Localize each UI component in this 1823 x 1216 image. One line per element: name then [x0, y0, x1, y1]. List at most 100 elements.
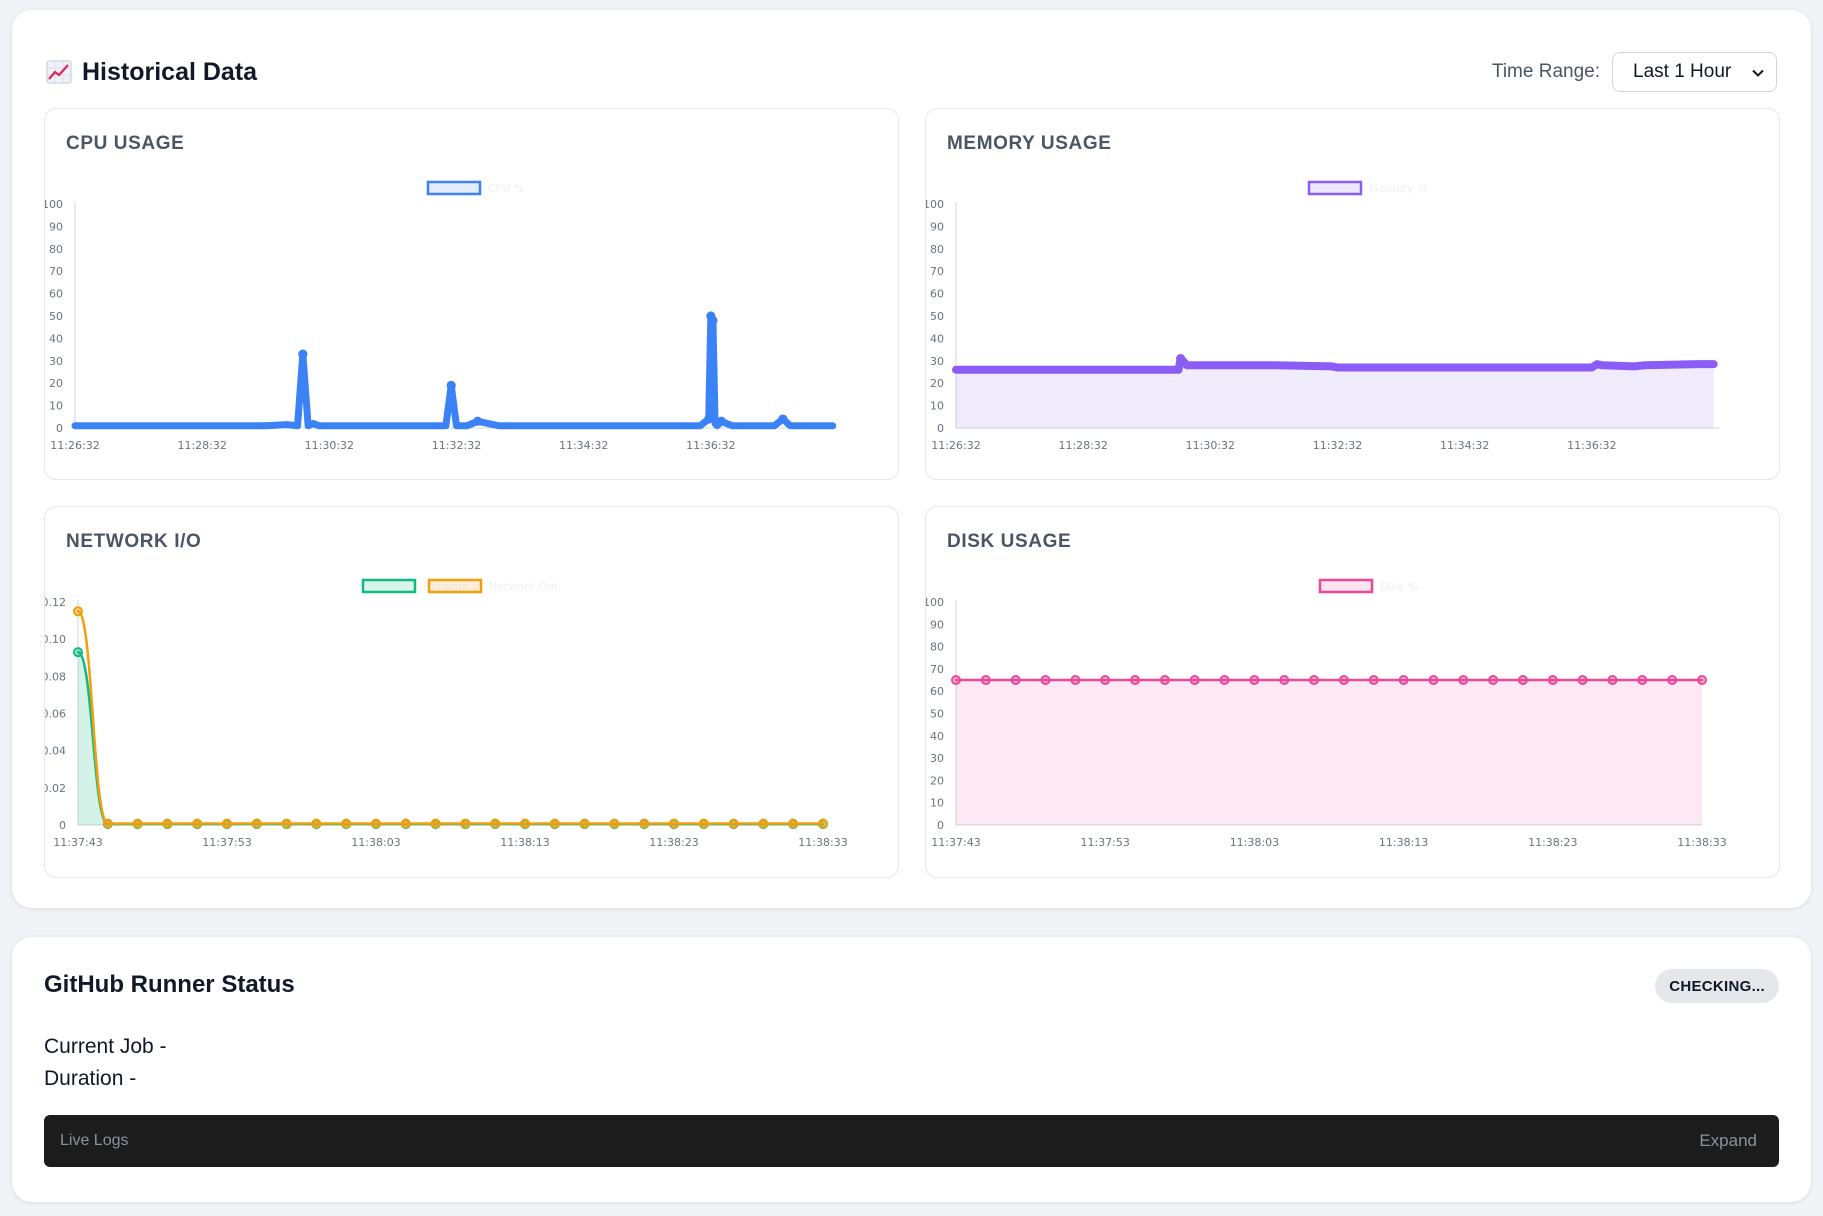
data-point	[728, 818, 739, 829]
y-tick-label: 90	[930, 220, 944, 233]
y-tick-label: 0.04	[45, 745, 66, 758]
data-point	[222, 818, 232, 829]
data-point	[1130, 675, 1141, 686]
y-tick-label: 0	[937, 422, 944, 435]
x-tick-label: 11:37:53	[202, 836, 251, 849]
y-tick-label: 0.10	[45, 633, 66, 646]
y-tick-label: 30	[930, 752, 944, 765]
y-tick-label: 100	[926, 596, 944, 609]
y-tick-label: 50	[930, 310, 944, 323]
data-point	[1249, 675, 1260, 686]
data-point	[1398, 675, 1409, 686]
data-point	[520, 818, 530, 829]
data-point	[1189, 675, 1200, 686]
data-point	[1100, 675, 1111, 686]
series-line	[76, 650, 825, 826]
disk-usage-chart: 0 10 20 30 40 50 60 70 80 90 100 11:37:43 11:37:53 11…	[926, 578, 1727, 849]
y-tick-label: 10	[49, 400, 63, 413]
x-tick-label: 11:26:32	[50, 439, 99, 452]
y-tick-label: 60	[930, 685, 944, 698]
data-point	[1159, 675, 1170, 686]
y-tick-label: 80	[930, 243, 944, 256]
data-point	[341, 818, 352, 829]
data-point	[980, 675, 991, 686]
series-line	[952, 354, 1718, 374]
x-tick-label: 11:28:32	[1058, 439, 1107, 452]
expand-logs-button[interactable]: Expand	[1699, 1131, 1757, 1150]
y-tick-label: 0	[937, 819, 944, 832]
data-point	[400, 818, 411, 829]
github-runner-card: GitHub Runner Status CHECKING... Current…	[12, 937, 1811, 1202]
y-tick-label: 30	[930, 355, 944, 368]
page-title: Historical Data	[82, 57, 258, 86]
legend-label: Network In	[423, 580, 483, 593]
cpu-usage-title: CPU USAGE	[66, 133, 185, 154]
network-io-panel: NETWORK I/O 0 0.02 0.04 0.06 0.08 0.10 0.12 11:…	[44, 506, 899, 878]
series-line	[76, 610, 825, 825]
data-point	[311, 818, 322, 829]
series-area-fill	[78, 652, 823, 825]
x-tick-label: 11:38:23	[649, 836, 698, 849]
y-tick-label: 50	[49, 310, 63, 323]
data-point	[549, 818, 560, 829]
y-tick-label: 80	[930, 641, 944, 654]
runner-title: GitHub Runner Status	[44, 971, 295, 998]
data-point	[73, 647, 83, 658]
y-tick-label: 70	[930, 265, 944, 278]
network-io-chart: 0 0.02 0.04 0.06 0.08 0.10 0.12 11:37:43 11:37:5…	[45, 578, 848, 849]
live-logs-bar: Live Logs Expand	[44, 1115, 1779, 1167]
title-wrap: Historical Data	[46, 58, 257, 87]
data-point	[1607, 675, 1618, 686]
y-tick-label: 40	[49, 332, 63, 345]
data-point	[788, 818, 799, 829]
x-tick-label: 11:36:32	[1567, 439, 1616, 452]
legend-swatch	[1318, 578, 1374, 594]
x-tick-label: 11:38:33	[1677, 836, 1726, 849]
series-area-fill	[956, 680, 1702, 825]
legend-swatch	[426, 180, 482, 196]
y-tick-label: 40	[930, 730, 944, 743]
x-tick-label: 11:37:43	[53, 836, 102, 849]
data-point	[1667, 675, 1678, 686]
data-point	[1219, 675, 1230, 686]
time-range-select[interactable]: Last 1 Hour	[1612, 52, 1777, 92]
y-tick-label: 20	[930, 774, 944, 787]
y-tick-label: 0.08	[45, 670, 66, 683]
data-point	[1338, 675, 1349, 686]
data-point	[1368, 675, 1379, 686]
y-tick-label: 90	[49, 220, 63, 233]
time-range-value: Last 1 Hour	[1633, 61, 1732, 82]
x-tick-label: 11:28:32	[177, 439, 226, 452]
data-point	[669, 818, 679, 829]
data-point	[951, 675, 961, 686]
y-tick-label: 0.02	[45, 782, 66, 795]
data-point	[1428, 675, 1439, 686]
disk-usage-title: DISK USAGE	[947, 531, 1072, 552]
data-point	[430, 818, 441, 829]
legend-label: Disk %	[1380, 580, 1418, 593]
network-io-title: NETWORK I/O	[66, 531, 202, 552]
data-point	[778, 414, 788, 424]
data-point	[1577, 675, 1588, 686]
status-badge: CHECKING...	[1655, 969, 1779, 1003]
data-point	[1070, 675, 1081, 686]
legend-swatch	[1307, 180, 1363, 196]
time-range-control: Time Range: Last 1 Hour	[1492, 52, 1777, 92]
x-tick-label: 11:30:32	[305, 439, 354, 452]
y-tick-label: 0.06	[45, 708, 66, 721]
cpu-usage-panel: CPU USAGE 0 10 20 30 40 50 60 70 80 90 100 11:26:32…	[44, 108, 899, 480]
data-point	[1040, 675, 1051, 686]
x-tick-label: 11:36:32	[686, 439, 735, 452]
y-tick-label: 10	[930, 797, 944, 810]
data-point	[758, 818, 769, 829]
x-tick-label: 11:32:32	[1313, 439, 1362, 452]
y-tick-label: 100	[926, 198, 944, 211]
x-tick-label: 11:38:03	[1230, 836, 1279, 849]
x-tick-label: 11:32:32	[432, 439, 481, 452]
y-tick-label: 20	[930, 377, 944, 390]
chart-increasing-icon	[46, 60, 72, 84]
data-point	[298, 349, 308, 359]
historical-data-card: Historical Data Time Range: Last 1 Hour …	[12, 10, 1811, 908]
data-point	[446, 380, 456, 391]
legend-swatch	[427, 578, 483, 594]
